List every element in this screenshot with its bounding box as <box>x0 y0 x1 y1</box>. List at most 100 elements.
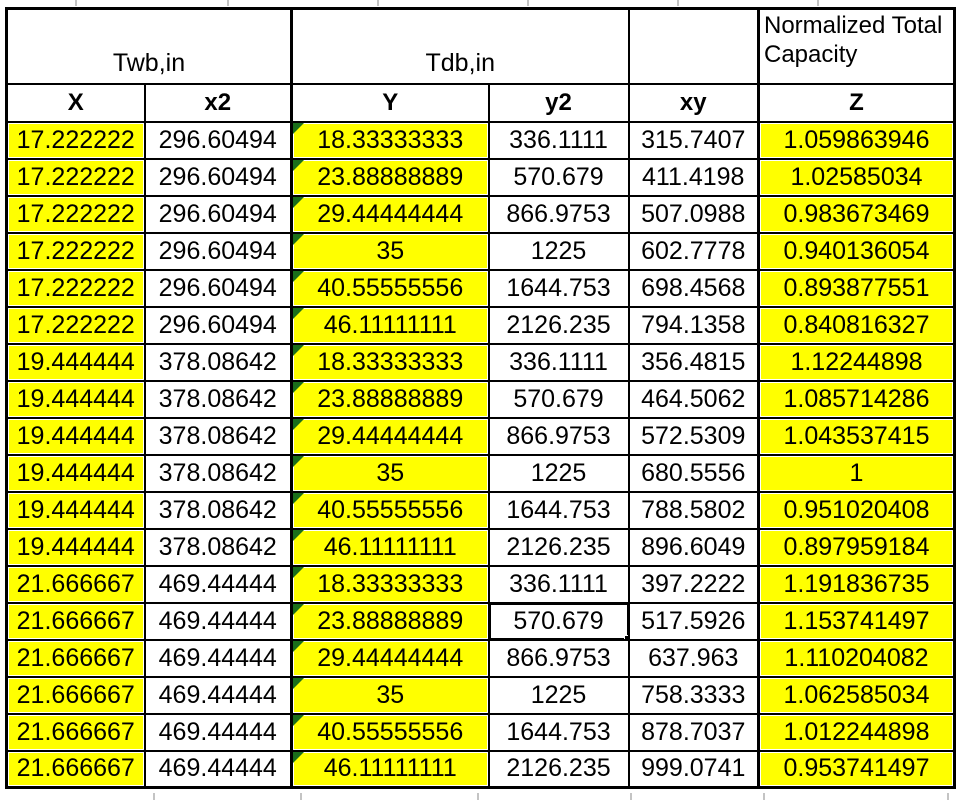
cell-r10-c4[interactable]: 1225 <box>487 453 630 493</box>
cell-r8-c4[interactable]: 570.679 <box>487 379 630 419</box>
cell-r14-c3[interactable]: 23.88888889 <box>290 601 490 641</box>
cell-r17-c3[interactable]: 40.55555556 <box>290 712 490 752</box>
cell-r4-c3[interactable]: 35 <box>290 231 490 271</box>
cell-r7-c2[interactable]: 378.08642 <box>143 342 293 382</box>
cell-r3-c3[interactable]: 29.44444444 <box>290 194 490 234</box>
cell-r13-c3[interactable]: 18.33333333 <box>290 564 490 604</box>
cell-r9-c6[interactable]: 1.043537415 <box>757 416 956 456</box>
cell-r13-c2[interactable]: 469.44444 <box>143 564 293 604</box>
cell-r17-c1[interactable]: 21.666667 <box>5 712 146 752</box>
cell-r12-c2[interactable]: 378.08642 <box>143 527 293 567</box>
cell-r17-c6[interactable]: 1.012244898 <box>757 712 956 752</box>
cell-r6-c3[interactable]: 46.11111111 <box>290 305 490 345</box>
cell-r17-c5[interactable]: 878.7037 <box>627 712 760 752</box>
group-header-twb-in[interactable]: Twb,in <box>5 7 293 85</box>
cell-r2-c5[interactable]: 411.4198 <box>627 157 760 197</box>
cell-r12-c1[interactable]: 19.444444 <box>5 527 146 567</box>
cell-r6-c2[interactable]: 296.60494 <box>143 305 293 345</box>
cell-r2-c2[interactable]: 296.60494 <box>143 157 293 197</box>
cell-r18-c2[interactable]: 469.44444 <box>143 749 293 789</box>
cell-r9-c1[interactable]: 19.444444 <box>5 416 146 456</box>
cell-r2-c6[interactable]: 1.02585034 <box>757 157 956 197</box>
cell-r16-c4[interactable]: 1225 <box>487 675 630 715</box>
cell-r10-c1[interactable]: 19.444444 <box>5 453 146 493</box>
cell-r5-c6[interactable]: 0.893877551 <box>757 268 956 308</box>
cell-r1-c5[interactable]: 315.7407 <box>627 120 760 160</box>
cell-r7-c6[interactable]: 1.12244898 <box>757 342 956 382</box>
cell-r8-c6[interactable]: 1.085714286 <box>757 379 956 419</box>
cell-r2-c4[interactable]: 570.679 <box>487 157 630 197</box>
cell-r18-c6[interactable]: 0.953741497 <box>757 749 956 789</box>
cell-r16-c3[interactable]: 35 <box>290 675 490 715</box>
cell-r5-c3[interactable]: 40.55555556 <box>290 268 490 308</box>
cell-r7-c3[interactable]: 18.33333333 <box>290 342 490 382</box>
cell-r15-c6[interactable]: 1.110204082 <box>757 638 956 678</box>
cell-r1-c1[interactable]: 17.222222 <box>5 120 146 160</box>
cell-r11-c5[interactable]: 788.5802 <box>627 490 760 530</box>
cell-r8-c5[interactable]: 464.5062 <box>627 379 760 419</box>
cell-r14-c2[interactable]: 469.44444 <box>143 601 293 641</box>
cell-r7-c1[interactable]: 19.444444 <box>5 342 146 382</box>
cell-r3-c6[interactable]: 0.983673469 <box>757 194 956 234</box>
column-header-y2[interactable]: y2 <box>487 82 630 123</box>
cell-r15-c4[interactable]: 866.9753 <box>487 638 630 678</box>
cell-r3-c5[interactable]: 507.0988 <box>627 194 760 234</box>
cell-r14-c6[interactable]: 1.153741497 <box>757 601 956 641</box>
cell-r6-c1[interactable]: 17.222222 <box>5 305 146 345</box>
cell-r1-c2[interactable]: 296.60494 <box>143 120 293 160</box>
column-header-y[interactable]: Y <box>290 82 490 123</box>
cell-r4-c6[interactable]: 0.940136054 <box>757 231 956 271</box>
cell-r13-c6[interactable]: 1.191836735 <box>757 564 956 604</box>
cell-r9-c5[interactable]: 572.5309 <box>627 416 760 456</box>
cell-r8-c1[interactable]: 19.444444 <box>5 379 146 419</box>
cell-r9-c2[interactable]: 378.08642 <box>143 416 293 456</box>
cell-r14-c5[interactable]: 517.5926 <box>627 601 760 641</box>
cell-r10-c5[interactable]: 680.5556 <box>627 453 760 493</box>
cell-r3-c1[interactable]: 17.222222 <box>5 194 146 234</box>
cell-r18-c1[interactable]: 21.666667 <box>5 749 146 789</box>
cell-r1-c4[interactable]: 336.1111 <box>487 120 630 160</box>
cell-r15-c5[interactable]: 637.963 <box>627 638 760 678</box>
column-header-x[interactable]: X <box>5 82 146 123</box>
cell-r12-c3[interactable]: 46.11111111 <box>290 527 490 567</box>
group-header-empty[interactable] <box>627 7 760 85</box>
cell-r6-c6[interactable]: 0.840816327 <box>757 305 956 345</box>
cell-r16-c5[interactable]: 758.3333 <box>627 675 760 715</box>
cell-r13-c1[interactable]: 21.666667 <box>5 564 146 604</box>
group-header-normalized-total-capacity[interactable]: Normalized Total Capacity <box>757 7 956 85</box>
cell-r11-c6[interactable]: 0.951020408 <box>757 490 956 530</box>
cell-r10-c2[interactable]: 378.08642 <box>143 453 293 493</box>
cell-r7-c4[interactable]: 336.1111 <box>487 342 630 382</box>
cell-r15-c1[interactable]: 21.666667 <box>5 638 146 678</box>
column-header-x2[interactable]: x2 <box>143 82 293 123</box>
cell-r16-c1[interactable]: 21.666667 <box>5 675 146 715</box>
cell-r3-c2[interactable]: 296.60494 <box>143 194 293 234</box>
cell-r1-c3[interactable]: 18.33333333 <box>290 120 490 160</box>
cell-r14-c1[interactable]: 21.666667 <box>5 601 146 641</box>
cell-r12-c5[interactable]: 896.6049 <box>627 527 760 567</box>
cell-r5-c1[interactable]: 17.222222 <box>5 268 146 308</box>
cell-r16-c2[interactable]: 469.44444 <box>143 675 293 715</box>
cell-r2-c1[interactable]: 17.222222 <box>5 157 146 197</box>
cell-r15-c3[interactable]: 29.44444444 <box>290 638 490 678</box>
cell-r17-c4[interactable]: 1644.753 <box>487 712 630 752</box>
column-header-xy[interactable]: xy <box>627 82 760 123</box>
cell-r15-c2[interactable]: 469.44444 <box>143 638 293 678</box>
cell-r13-c4[interactable]: 336.1111 <box>487 564 630 604</box>
cell-r18-c5[interactable]: 999.0741 <box>627 749 760 789</box>
cell-r5-c2[interactable]: 296.60494 <box>143 268 293 308</box>
fill-handle[interactable] <box>623 634 627 638</box>
cell-r16-c6[interactable]: 1.062585034 <box>757 675 956 715</box>
cell-r4-c4[interactable]: 1225 <box>487 231 630 271</box>
group-header-tdb-in[interactable]: Tdb,in <box>290 7 630 85</box>
cell-r6-c4[interactable]: 2126.235 <box>487 305 630 345</box>
cell-r17-c2[interactable]: 469.44444 <box>143 712 293 752</box>
cell-r14-c4[interactable]: 570.679 <box>487 601 630 641</box>
cell-r18-c3[interactable]: 46.11111111 <box>290 749 490 789</box>
cell-r4-c5[interactable]: 602.7778 <box>627 231 760 271</box>
cell-r13-c5[interactable]: 397.2222 <box>627 564 760 604</box>
cell-r11-c1[interactable]: 19.444444 <box>5 490 146 530</box>
cell-r10-c6[interactable]: 1 <box>757 453 956 493</box>
cell-r6-c5[interactable]: 794.1358 <box>627 305 760 345</box>
cell-r3-c4[interactable]: 866.9753 <box>487 194 630 234</box>
